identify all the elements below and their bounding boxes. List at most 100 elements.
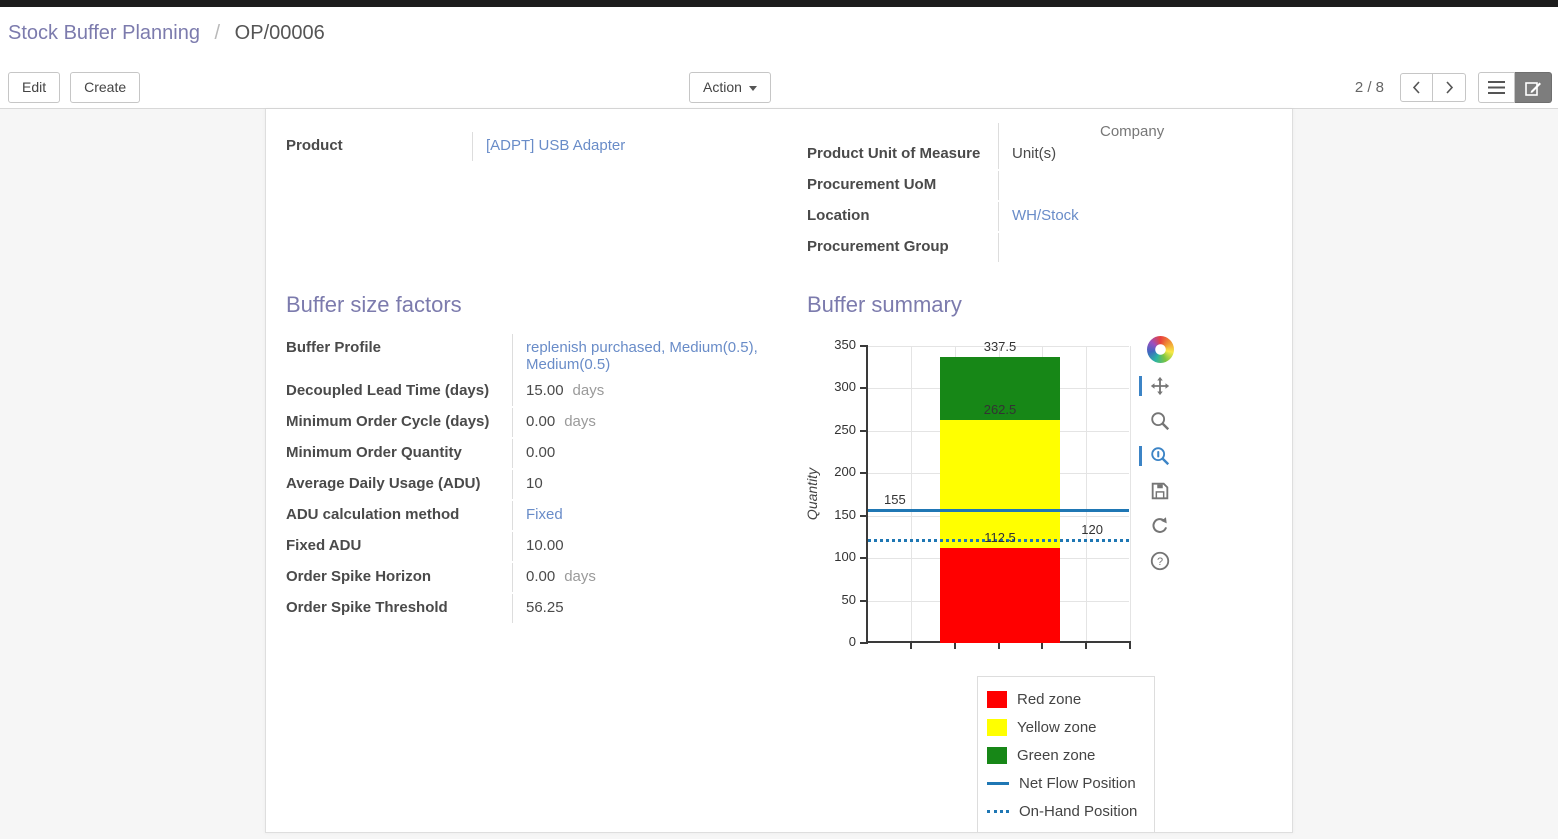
net-flow-position-label: 155 xyxy=(884,492,906,508)
y-tick-label: 300 xyxy=(834,379,856,395)
y-tick-label: 200 xyxy=(834,464,856,480)
field-value: [ADPT] USB Adapter xyxy=(472,132,791,161)
y-tick-mark xyxy=(860,345,868,347)
legend-swatch-red-zone xyxy=(987,690,1007,708)
gridline-x xyxy=(1130,346,1131,641)
pager-next-button[interactable] xyxy=(1433,73,1466,102)
breadcrumb-parent-link[interactable]: Stock Buffer Planning xyxy=(8,22,200,44)
edit-button[interactable]: Edit xyxy=(8,72,61,103)
buffer-profile-link[interactable]: replenish purchased, Medium(0.5), Medium… xyxy=(526,339,758,373)
breadcrumb-separator: / xyxy=(214,22,221,44)
y-tick-mark xyxy=(860,472,868,475)
product-link[interactable]: [ADPT] USB Adapter xyxy=(486,137,626,154)
field-label: Fixed ADU xyxy=(286,537,362,554)
list-view-icon xyxy=(1488,81,1505,94)
field-row-product-uom: Product Unit of Measure Unit(s) xyxy=(807,140,1292,171)
bar-annotation: 262.5 xyxy=(983,402,1017,418)
field-row-buffer-profile: Buffer Profile replenish purchased, Medi… xyxy=(286,334,791,377)
x-tick-mark xyxy=(1085,641,1088,649)
content-area: Product [ADPT] USB Adapter Company Produ… xyxy=(0,109,1558,839)
form-sheet: Product [ADPT] USB Adapter Company Produ… xyxy=(265,109,1293,833)
save-tool-icon[interactable] xyxy=(1148,479,1172,503)
reset-tool-icon[interactable] xyxy=(1148,514,1172,538)
field-label: Decoupled Lead Time (days) xyxy=(286,382,490,399)
green-zone-bar xyxy=(940,356,1060,421)
chart-plot-area: Quantity 350 300 250 200 150 100 50 0 155 120 337.… xyxy=(804,337,1131,649)
field-label: Order Spike Threshold xyxy=(286,599,448,616)
x-tick-mark xyxy=(909,641,912,649)
list-view-button[interactable] xyxy=(1478,72,1515,103)
y-tick-label: 150 xyxy=(834,506,856,522)
field-row-decoupled-lead-time: Decoupled Lead Time (days) 15.00 days xyxy=(286,377,791,408)
field-label: Buffer Profile xyxy=(286,339,382,356)
gridline-x xyxy=(1086,346,1088,641)
field-row-adu-method: ADU calculation method Fixed xyxy=(286,501,791,532)
pager-previous-button[interactable] xyxy=(1400,73,1433,102)
legend-label: On-Hand Position xyxy=(1019,802,1138,820)
field-label: Procurement UoM xyxy=(807,176,937,193)
legend-item: Red zone xyxy=(987,685,1154,713)
chart-legend: Red zone Yellow zone Green zone Net Flow Po… xyxy=(977,676,1155,832)
legend-item: Net Flow Position xyxy=(987,769,1154,797)
field-value: 0.00 days xyxy=(512,408,791,437)
form-view-button[interactable] xyxy=(1515,72,1552,103)
legend-swatch-yellow-zone xyxy=(987,718,1007,736)
wheel-zoom-tool-icon[interactable] xyxy=(1139,444,1172,468)
control-panel: Stock Buffer Planning / OP/00006 Edit Cr… xyxy=(0,7,1558,109)
pager-counter: 2 / 8 xyxy=(1354,79,1384,96)
y-tick-mark xyxy=(860,642,868,644)
box-zoom-tool-icon[interactable] xyxy=(1148,409,1172,433)
breadcrumb: Stock Buffer Planning / OP/00006 xyxy=(0,7,1558,45)
form-view-icon xyxy=(1524,81,1541,96)
field-row-product: Product [ADPT] USB Adapter xyxy=(286,132,791,163)
chevron-right-icon xyxy=(1445,81,1453,94)
buffer-summary-title: Buffer summary xyxy=(807,292,962,317)
y-tick-mark xyxy=(860,429,868,432)
legend-label: Red zone xyxy=(1017,690,1082,708)
field-value: 0.00 xyxy=(512,439,791,468)
buffer-factors-table: Buffer Profile replenish purchased, Medi… xyxy=(286,334,791,625)
view-switcher xyxy=(1478,72,1552,103)
adu-method-link[interactable]: Fixed xyxy=(526,506,563,523)
legend-item: On-Hand Position xyxy=(987,797,1154,825)
field-value: replenish purchased, Medium(0.5), Medium… xyxy=(512,334,791,377)
field-value: Unit(s) xyxy=(998,140,1292,169)
legend-swatch-net-flow-position xyxy=(987,781,1009,785)
net-flow-position-line xyxy=(868,509,1129,513)
y-tick-mark xyxy=(860,557,868,560)
bar-annotation: 112.5 xyxy=(984,529,1016,545)
breadcrumb-current: OP/00006 xyxy=(234,22,325,44)
x-tick-mark xyxy=(1041,641,1044,649)
create-button[interactable]: Create xyxy=(70,72,141,103)
y-tick-label: 250 xyxy=(834,421,856,437)
legend-item: Green zone xyxy=(987,741,1154,769)
buffer-summary-chart: Quantity 350 300 250 200 150 100 50 0 155 120 337.… xyxy=(804,334,1292,664)
field-label: Product Unit of Measure xyxy=(807,145,981,162)
action-dropdown-button[interactable]: Action xyxy=(689,72,771,103)
chart-logo-icon[interactable] xyxy=(1146,336,1174,363)
location-link[interactable]: WH/Stock xyxy=(1012,207,1079,224)
help-tool-icon[interactable]: ? xyxy=(1148,549,1172,573)
field-label: Order Spike Horizon xyxy=(286,568,432,585)
field-label: Location xyxy=(807,207,870,224)
pan-tool-icon[interactable] xyxy=(1139,374,1172,398)
field-row-procurement-group: Procurement Group xyxy=(807,233,1292,264)
y-tick-label: 100 xyxy=(834,549,856,565)
y-tick-mark xyxy=(860,387,868,390)
field-value: 10.00 xyxy=(512,532,791,561)
legend-swatch-green-zone xyxy=(987,746,1007,764)
field-row-min-order-quantity: Minimum Order Quantity 0.00 xyxy=(286,439,791,470)
bar-annotation: 337.5 xyxy=(983,338,1017,354)
field-value: Company xyxy=(998,123,1292,140)
x-tick-mark xyxy=(1129,641,1131,649)
button-row: Edit Create Action 2 / 8 xyxy=(0,69,1558,109)
chart-y-axis-label: Quantity xyxy=(804,467,820,521)
y-tick-label: 0 xyxy=(848,634,856,649)
top-menubar xyxy=(0,0,1558,7)
field-row-procurement-uom: Procurement UoM xyxy=(807,171,1292,202)
field-value xyxy=(998,233,1292,262)
chevron-left-icon xyxy=(1412,81,1420,94)
action-label: Action xyxy=(703,79,742,95)
gridline-x xyxy=(910,346,912,641)
legend-swatch-on-hand-position xyxy=(987,809,1009,813)
